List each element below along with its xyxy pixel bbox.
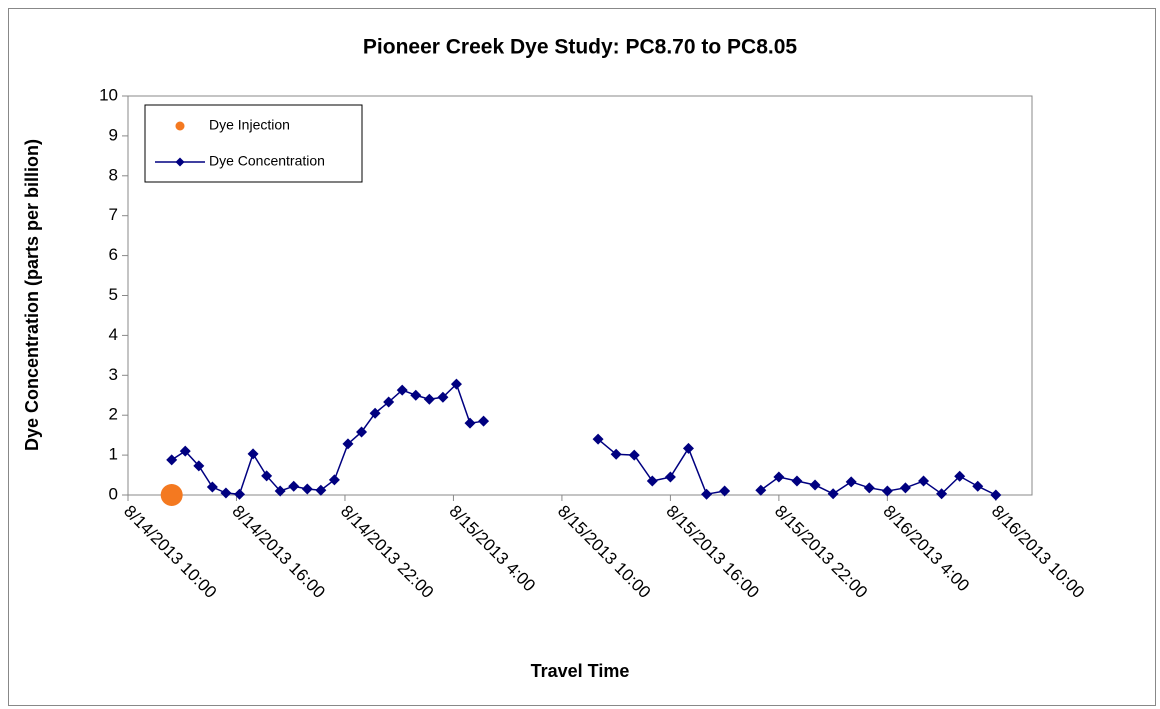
marker — [383, 396, 395, 408]
marker — [701, 488, 713, 500]
marker — [233, 488, 245, 500]
marker — [410, 389, 422, 401]
marker — [193, 460, 205, 472]
legend-marker — [175, 157, 185, 167]
marker — [610, 448, 622, 460]
chart-title: Pioneer Creek Dye Study: PC8.70 to PC8.0… — [363, 36, 797, 59]
y-tick-label: 3 — [109, 365, 118, 384]
marker — [990, 489, 1002, 501]
marker — [827, 488, 839, 500]
marker — [719, 485, 731, 497]
marker — [682, 442, 694, 454]
marker — [899, 482, 911, 494]
y-tick-label: 0 — [109, 484, 118, 503]
legend-box — [144, 104, 363, 183]
y-tick-label: 8 — [109, 165, 118, 184]
marker — [166, 454, 178, 466]
marker — [450, 378, 462, 390]
marker — [464, 417, 476, 429]
marker — [478, 415, 490, 427]
y-tick-label: 7 — [109, 205, 118, 224]
y-tick-label: 5 — [109, 285, 118, 304]
marker — [936, 488, 948, 500]
y-tick-label: 10 — [99, 85, 118, 104]
marker — [646, 475, 658, 487]
marker — [247, 448, 259, 460]
marker — [972, 480, 984, 492]
marker — [396, 384, 408, 396]
y-tick-label: 9 — [109, 125, 118, 144]
legend-label: Dye Concentration — [209, 153, 325, 169]
marker — [791, 475, 803, 487]
marker — [206, 481, 218, 493]
y-tick-label: 2 — [109, 405, 118, 424]
legend-label: Dye Injection — [209, 117, 290, 133]
marker — [664, 471, 676, 483]
marker — [918, 475, 930, 487]
y-tick-label: 6 — [109, 245, 118, 264]
marker — [773, 471, 785, 483]
marker — [845, 476, 857, 488]
marker — [863, 482, 875, 494]
marker — [261, 470, 273, 482]
marker — [356, 426, 368, 438]
y-tick-label: 4 — [109, 325, 118, 344]
marker — [592, 433, 604, 445]
marker — [315, 484, 327, 496]
y-tick-label: 1 — [109, 445, 118, 464]
marker — [179, 445, 191, 457]
x-axis-label: Travel Time — [531, 661, 630, 681]
marker — [437, 391, 449, 403]
marker — [755, 484, 767, 496]
marker — [160, 484, 183, 506]
marker — [274, 485, 286, 497]
marker — [809, 479, 821, 491]
marker — [288, 480, 300, 492]
marker — [954, 470, 966, 482]
marker — [628, 449, 640, 461]
marker — [220, 487, 232, 499]
marker — [342, 438, 354, 450]
marker — [423, 393, 435, 405]
marker — [328, 474, 340, 486]
marker — [369, 407, 381, 419]
marker — [301, 483, 313, 495]
y-axis-label: Dye Concentration (parts per billion) — [22, 139, 42, 451]
legend-marker — [175, 121, 185, 131]
marker — [881, 485, 893, 497]
